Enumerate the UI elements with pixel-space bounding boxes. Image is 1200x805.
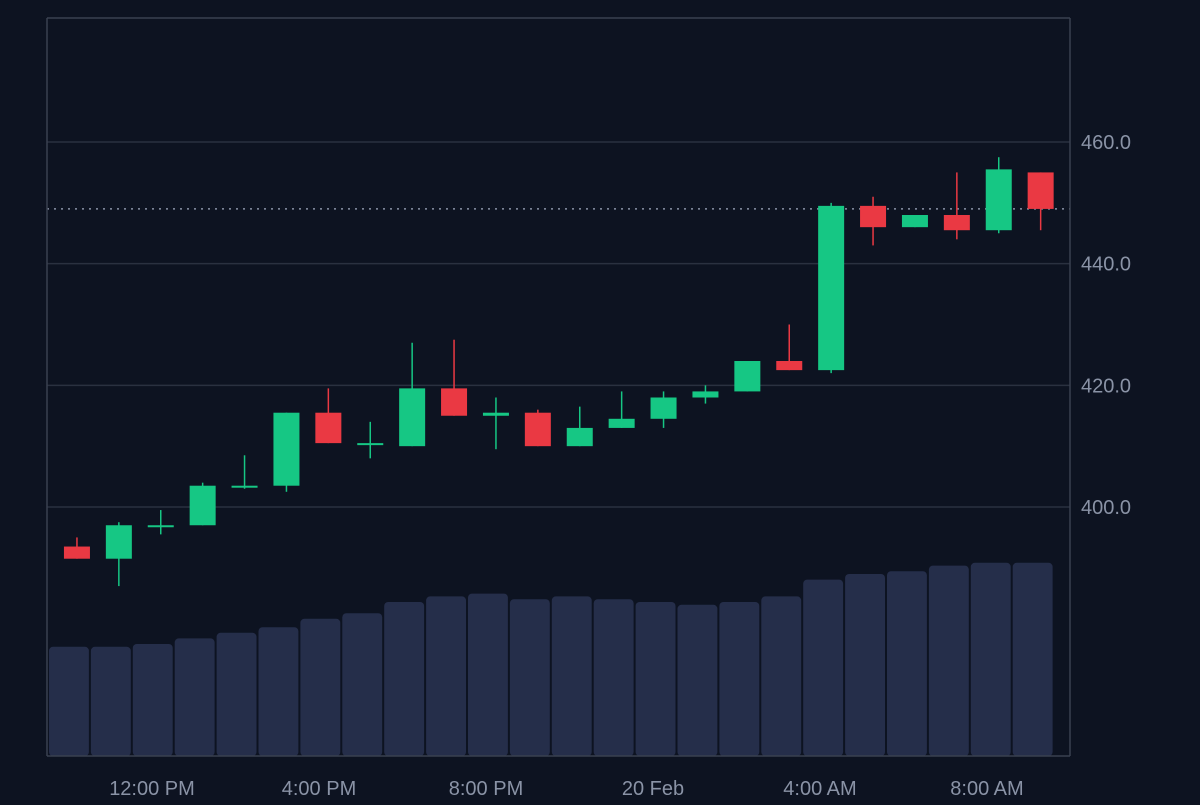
- candle-down: [776, 324, 803, 371]
- candle-body: [524, 412, 551, 447]
- candle-body: [357, 443, 384, 446]
- volume-bar: [593, 599, 634, 756]
- volume-bar: [426, 596, 466, 756]
- volume-bar: [761, 596, 802, 756]
- volume-bar: [342, 613, 383, 756]
- y-tick-label: 460.0: [1081, 132, 1131, 154]
- x-tick-label: 4:00 PM: [282, 778, 356, 800]
- candle-body: [315, 412, 342, 444]
- candle-down: [315, 388, 342, 444]
- candle-up: [734, 361, 761, 392]
- candle-up: [901, 215, 928, 228]
- candle-up: [818, 202, 845, 374]
- x-tick-label: 12:00 PM: [109, 778, 195, 800]
- candle-down: [860, 196, 887, 246]
- candle-up: [105, 522, 132, 587]
- volume-bar: [132, 644, 173, 756]
- y-tick-label: 400.0: [1081, 497, 1131, 519]
- candle-body: [441, 388, 468, 416]
- candle-up: [985, 157, 1012, 234]
- candle-body: [105, 525, 132, 559]
- candle-body: [734, 361, 761, 392]
- candle-up: [650, 391, 677, 428]
- y-tick-label: 420.0: [1081, 375, 1131, 397]
- candle-down: [1027, 172, 1054, 231]
- candle-body: [901, 215, 928, 228]
- candle-body: [482, 412, 509, 416]
- candle-down: [943, 172, 970, 240]
- candle-body: [818, 205, 845, 371]
- x-tick-labels: 12:00 PM 4:00 PM 8:00 PM 20 Feb 4:00 AM 8:00 …: [109, 778, 1024, 800]
- candle-body: [650, 397, 677, 419]
- candle-layer: [63, 157, 1054, 587]
- candle-up: [357, 421, 384, 459]
- volume-bar: [216, 632, 257, 756]
- volume-bar: [509, 599, 550, 756]
- volume-bar: [300, 618, 341, 756]
- candle-up: [399, 342, 426, 447]
- volume-bar: [887, 571, 927, 756]
- axis-layer: [46, 17, 1071, 757]
- candle-down: [524, 409, 551, 447]
- y-tick-labels: 400.0 420.0 440.0 460.0: [1081, 132, 1131, 519]
- volume-bar: [384, 602, 425, 756]
- x-tick-label: 4:00 AM: [783, 778, 856, 800]
- candle-body: [566, 427, 593, 447]
- volume-layer: [49, 562, 1053, 756]
- volume-bar: [90, 646, 131, 756]
- candle-body: [231, 485, 258, 488]
- candle-down: [63, 537, 90, 559]
- candle-up: [147, 510, 174, 535]
- candle-body: [776, 361, 803, 371]
- candle-up: [566, 406, 593, 447]
- volume-bar: [803, 579, 844, 756]
- candle-up: [273, 412, 300, 492]
- volume-bar: [468, 593, 508, 756]
- volume-bar: [635, 602, 676, 756]
- volume-bar: [174, 638, 215, 756]
- grid-layer: [47, 141, 1070, 508]
- volume-bar: [970, 562, 1011, 756]
- candle-up: [482, 397, 509, 450]
- volume-bar: [1012, 562, 1053, 756]
- candle-body: [273, 412, 300, 486]
- volume-bar: [845, 574, 885, 756]
- candle-body: [147, 525, 174, 528]
- y-tick-label: 440.0: [1081, 254, 1131, 276]
- candle-body: [63, 546, 90, 559]
- volume-bar: [928, 565, 969, 756]
- volume-bar: [677, 604, 718, 756]
- candle-body: [608, 418, 635, 428]
- candle-up: [608, 391, 635, 428]
- candle-body: [943, 215, 970, 231]
- candle-body: [985, 169, 1012, 231]
- candle-up: [189, 482, 216, 526]
- volume-bar: [258, 627, 299, 756]
- volume-bar: [719, 602, 760, 756]
- candle-body: [189, 485, 216, 526]
- volume-bar: [551, 596, 592, 756]
- candle-body: [1027, 172, 1054, 209]
- candle-up: [692, 385, 719, 404]
- candle-down: [441, 339, 468, 416]
- candle-up: [231, 455, 258, 489]
- x-tick-label: 8:00 PM: [449, 778, 523, 800]
- x-tick-label: 20 Feb: [622, 778, 684, 800]
- candle-body: [692, 391, 719, 398]
- candle-body: [860, 205, 887, 228]
- x-tick-label: 8:00 AM: [950, 778, 1023, 800]
- volume-bar: [49, 646, 89, 756]
- candle-body: [399, 388, 426, 447]
